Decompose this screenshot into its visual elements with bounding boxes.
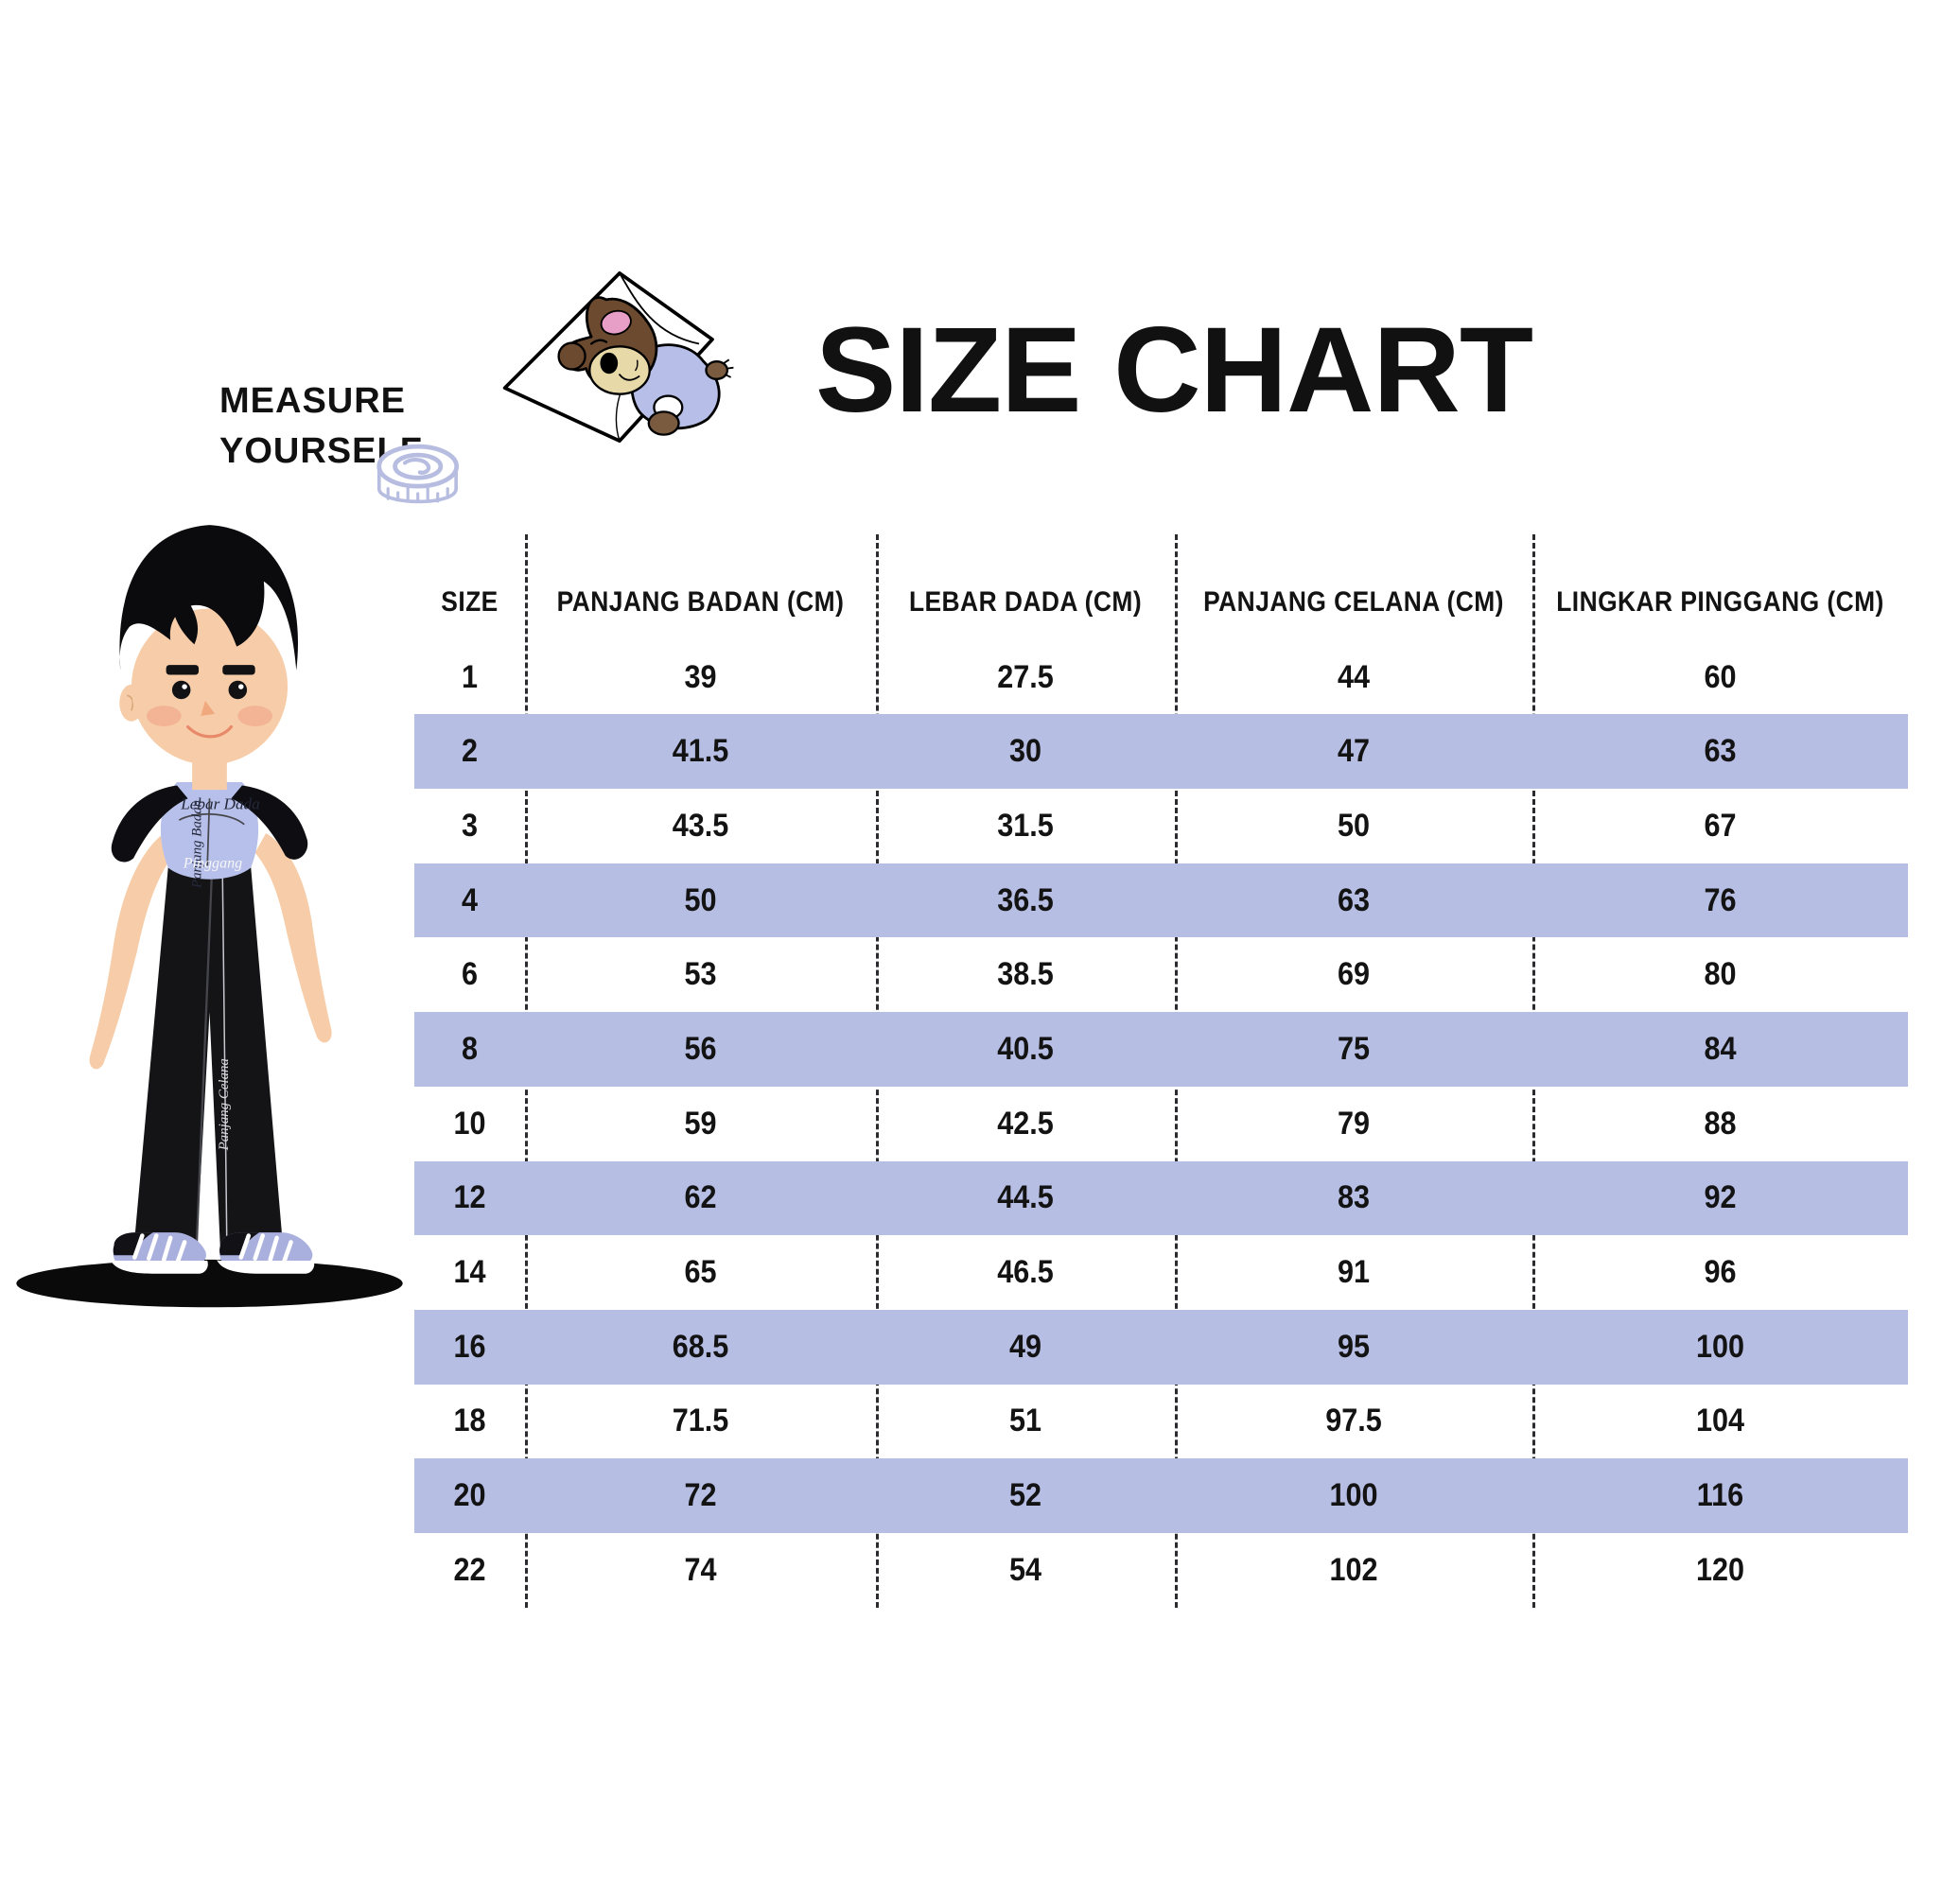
svg-text:Panjang Celana: Panjang Celana [217,1058,232,1151]
svg-text:Panjang Badan: Panjang Badan [189,800,204,889]
svg-text:Pinggang: Pinggang [183,856,242,872]
